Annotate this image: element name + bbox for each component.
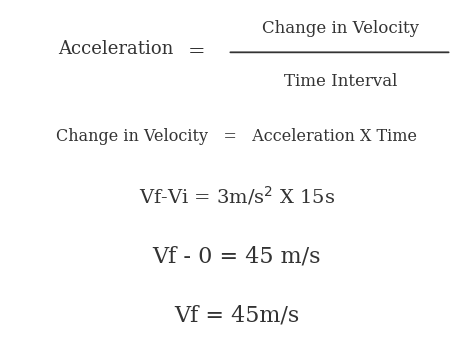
Text: =: = xyxy=(188,42,206,61)
Text: Vf - 0 = 45 m/s: Vf - 0 = 45 m/s xyxy=(153,245,321,267)
Text: Vf = 45m/s: Vf = 45m/s xyxy=(174,305,300,327)
Text: Time Interval: Time Interval xyxy=(284,73,397,90)
Text: Vf-Vi = 3m/s$^{2}$ X 15s: Vf-Vi = 3m/s$^{2}$ X 15s xyxy=(139,185,335,208)
Text: Change in Velocity   =   Acceleration X Time: Change in Velocity = Acceleration X Time xyxy=(56,128,418,145)
Text: Acceleration: Acceleration xyxy=(58,40,173,58)
Text: Change in Velocity: Change in Velocity xyxy=(262,19,419,36)
